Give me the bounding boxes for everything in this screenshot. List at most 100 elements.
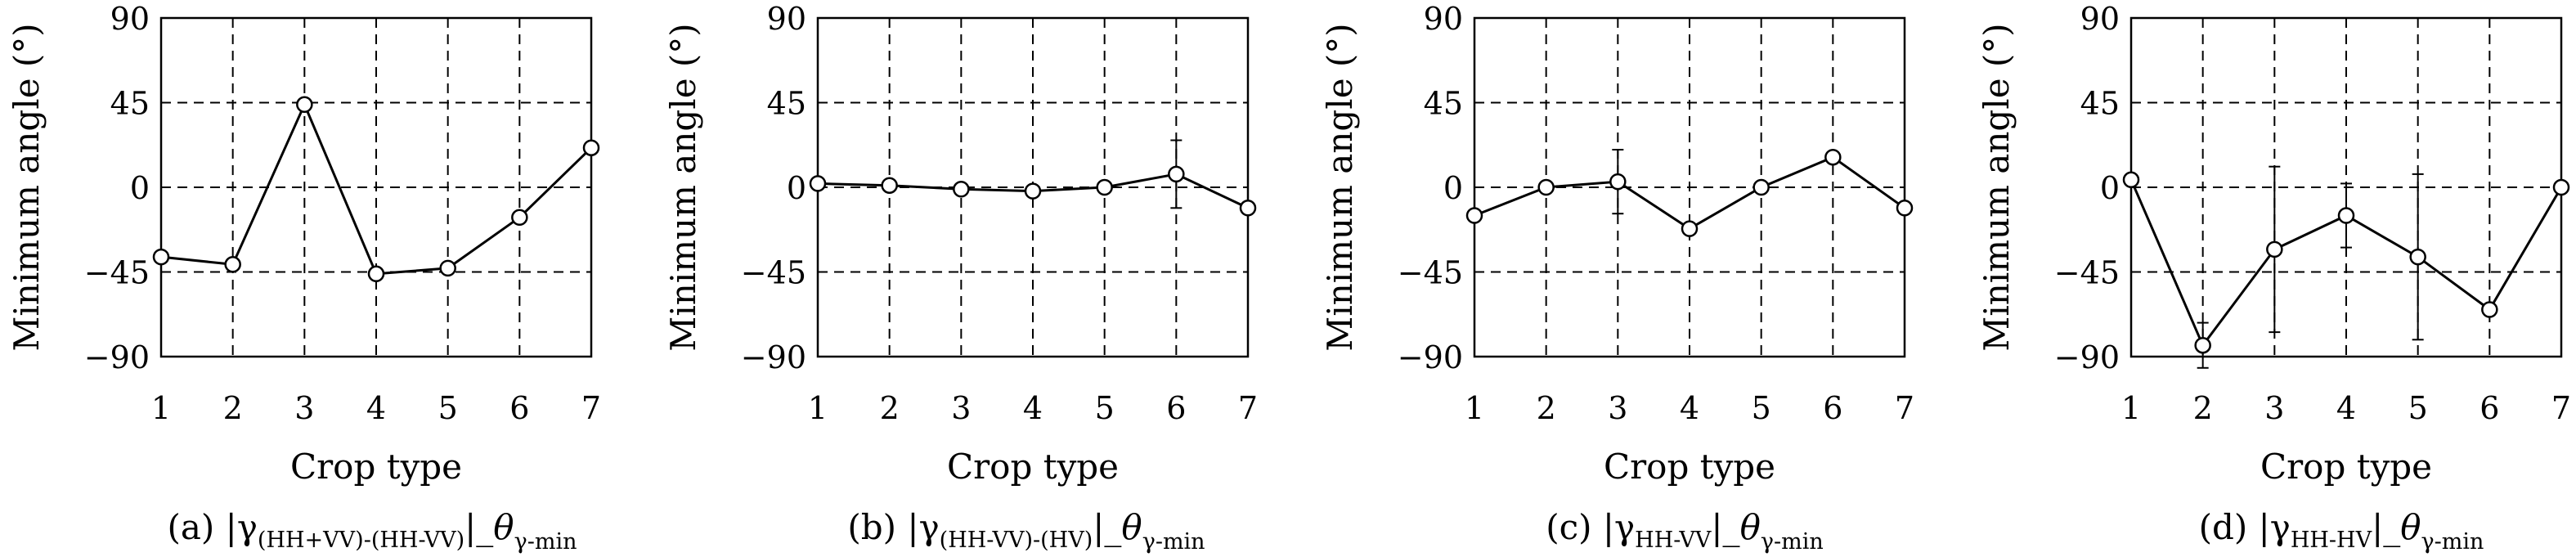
- x-tick-label: 7: [1238, 390, 1258, 426]
- x-tick-label: 6: [1166, 390, 1186, 426]
- caption-theta-subscript: γ-min: [514, 529, 577, 555]
- plot-frame: [1473, 16, 1906, 358]
- panel-caption: (b) |γ(HH-VV)-(HV)|_θγ-min: [847, 507, 1205, 555]
- data-point: [1681, 220, 1699, 237]
- y-tick-label: −45: [2054, 255, 2120, 291]
- y-axis-label: Minimum angle (°): [7, 23, 47, 351]
- caption-theta: θ: [1739, 507, 1761, 547]
- y-axis-label: Minimum angle (°): [1320, 23, 1360, 351]
- y-tick-label: 45: [1424, 86, 1463, 122]
- data-point: [1537, 178, 1555, 196]
- x-tick-label: 3: [1608, 390, 1627, 426]
- caption-theta-subscript: γ-min: [2421, 529, 2484, 555]
- x-tick-label: 5: [1752, 390, 1771, 426]
- y-axis-label: Minimum angle (°): [1977, 23, 2017, 351]
- caption-subscript: HH-HV: [2290, 528, 2372, 553]
- data-point: [439, 259, 456, 277]
- data-point: [1609, 173, 1627, 191]
- x-tick-label: 1: [808, 390, 828, 426]
- data-point: [1239, 200, 1257, 217]
- caption-bar: |_: [464, 507, 494, 547]
- data-point: [511, 209, 528, 227]
- data-point: [2409, 248, 2426, 266]
- y-tick-label: 45: [767, 86, 806, 122]
- data-point: [367, 265, 385, 283]
- caption-theta-subscript: γ-min: [1760, 529, 1824, 555]
- caption-prefix: (b) |γ: [847, 507, 940, 547]
- y-tick-label: 90: [1424, 1, 1463, 37]
- caption-prefix: (d) |γ: [2198, 507, 2291, 547]
- caption-theta: θ: [493, 507, 514, 547]
- y-tick-label: −45: [84, 255, 150, 291]
- data-point: [296, 96, 313, 114]
- data-point: [2266, 240, 2283, 258]
- x-tick-label: 4: [366, 390, 386, 426]
- x-tick-label: 2: [880, 390, 900, 426]
- data-point: [809, 175, 827, 192]
- data-point: [2337, 207, 2355, 224]
- y-tick-label: −45: [741, 255, 806, 291]
- data-point: [1465, 207, 1483, 224]
- x-tick-label: 3: [294, 390, 314, 426]
- data-point: [1824, 148, 1842, 166]
- data-point: [1096, 178, 1113, 196]
- x-tick-label: 7: [1895, 390, 1914, 426]
- caption-prefix: (a) |γ: [167, 507, 258, 547]
- y-axis-label: Minimum angle (°): [663, 23, 703, 351]
- y-tick-label: 90: [2080, 1, 2120, 37]
- x-tick-label: 4: [1680, 390, 1699, 426]
- x-tick-label: 4: [1023, 390, 1043, 426]
- data-point: [2194, 336, 2211, 354]
- x-tick-label: 1: [151, 390, 171, 426]
- y-tick-label: 45: [110, 86, 150, 122]
- x-tick-label: 2: [1537, 390, 1556, 426]
- x-tick-label: 2: [223, 390, 243, 426]
- data-point: [152, 248, 170, 266]
- x-tick-label: 5: [1095, 390, 1115, 426]
- data-point: [1024, 182, 1042, 200]
- y-tick-label: 90: [767, 1, 806, 37]
- y-tick-label: −45: [1398, 255, 1463, 291]
- y-tick-label: 90: [110, 1, 150, 37]
- data-point: [2122, 171, 2140, 189]
- x-axis-label: Crop type: [1604, 447, 1775, 487]
- data-point: [1168, 165, 1185, 183]
- y-tick-label: −90: [2054, 339, 2120, 375]
- x-tick-label: 3: [951, 390, 971, 426]
- x-tick-label: 6: [2480, 390, 2499, 426]
- caption-bar: |_: [1093, 507, 1122, 547]
- x-tick-label: 1: [1465, 390, 1484, 426]
- y-tick-label: 0: [787, 170, 806, 206]
- caption-bar: |_: [1711, 507, 1740, 547]
- x-tick-label: 6: [1823, 390, 1842, 426]
- panel-caption: (c) |γHH-VV|_θγ-min: [1546, 507, 1824, 555]
- caption-subscript: (HH-VV)-(HV): [939, 528, 1093, 553]
- y-tick-label: −90: [741, 339, 806, 375]
- y-tick-label: 0: [130, 170, 150, 206]
- data-point: [1896, 200, 1914, 217]
- data-point: [1752, 178, 1770, 196]
- y-tick-label: −90: [1398, 339, 1463, 375]
- x-tick-label: 5: [2408, 390, 2428, 426]
- x-tick-label: 6: [509, 390, 529, 426]
- data-point: [582, 139, 600, 156]
- x-axis-label: Crop type: [2260, 447, 2432, 487]
- caption-subscript: HH-VV: [1635, 528, 1712, 553]
- data-point: [2481, 301, 2498, 318]
- caption-theta: θ: [2400, 507, 2421, 547]
- caption-bar: |_: [2372, 507, 2401, 547]
- data-point: [881, 177, 898, 194]
- caption-subscript: (HH+VV)-(HH-VV): [257, 528, 465, 553]
- x-tick-label: 2: [2193, 390, 2213, 426]
- data-point: [224, 256, 241, 273]
- caption-theta: θ: [1121, 507, 1142, 547]
- y-tick-label: −90: [84, 339, 150, 375]
- x-axis-label: Crop type: [947, 447, 1119, 487]
- caption-prefix: (c) |γ: [1546, 507, 1636, 547]
- x-tick-label: 7: [2551, 390, 2571, 426]
- x-axis-label: Crop type: [290, 447, 462, 487]
